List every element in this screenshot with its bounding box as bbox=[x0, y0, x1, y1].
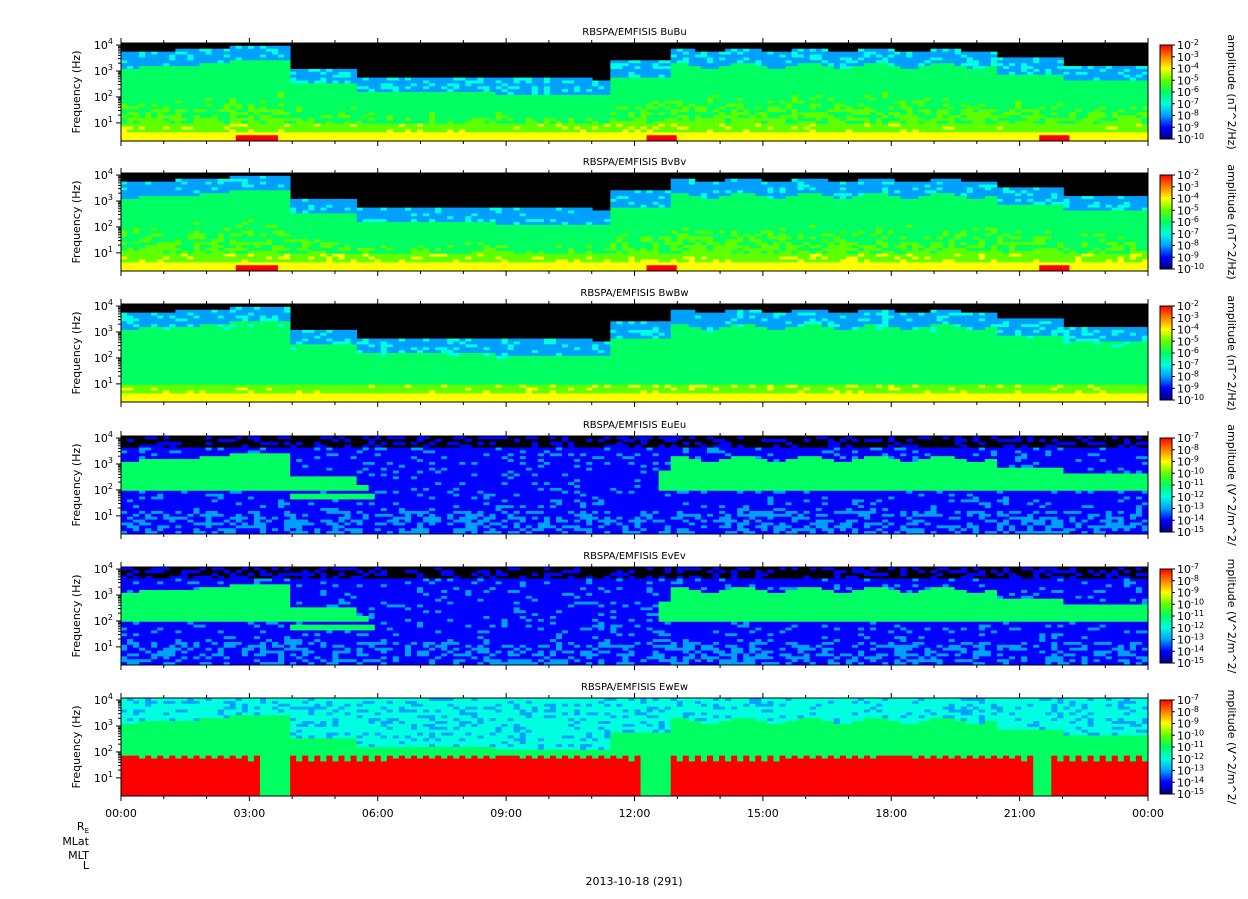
y-tick-label: 101 bbox=[94, 115, 113, 130]
x-tick-label: 00:00 bbox=[1132, 807, 1164, 820]
spectrogram-image bbox=[121, 304, 1148, 402]
y-tick-label: 103 bbox=[94, 193, 113, 208]
x-tick-label: 18:00 bbox=[875, 807, 907, 820]
y-axis-label: Frequency (Hz) bbox=[70, 575, 83, 658]
x-tick-label: 03:00 bbox=[234, 807, 266, 820]
orbit-label: RE bbox=[77, 820, 89, 835]
panel-5: RBSPA/EMFISIS EvEv 101 102 103 104 Frequency … bbox=[70, 551, 1238, 674]
y-tick-label: 103 bbox=[94, 718, 113, 733]
colorbar: 10-710-810-910-1010-1110-1210-1310-1410-… bbox=[1160, 424, 1238, 546]
y-axis-label: Frequency (Hz) bbox=[70, 181, 83, 264]
y-tick-label: 102 bbox=[94, 89, 113, 104]
y-tick-label: 102 bbox=[94, 613, 113, 628]
y-axis-label: Frequency (Hz) bbox=[70, 51, 83, 134]
panel-title: RBSPA/EMFISIS BvBv bbox=[583, 157, 687, 168]
spectrogram-image bbox=[121, 436, 1148, 534]
colorbar-label: mplitude (V^2/m^2/ bbox=[1225, 559, 1238, 674]
spectrogram-image bbox=[121, 43, 1148, 141]
colorbar-label: amplitude (nT^2/Hz) bbox=[1225, 34, 1238, 149]
y-axis-label: Frequency (Hz) bbox=[70, 706, 83, 789]
date-label: 2013-10-18 (291) bbox=[585, 875, 682, 888]
colorbar-label: mplitude (V^2/m^2/ bbox=[1225, 690, 1238, 805]
colorbar-tick-label: 10-15 bbox=[1177, 525, 1204, 539]
x-tick-label: 00:00 bbox=[105, 807, 137, 820]
y-tick-label: 101 bbox=[94, 245, 113, 260]
y-tick-label: 102 bbox=[94, 350, 113, 365]
panel-3: RBSPA/EMFISIS BwBw 101 102 103 104 Frequency … bbox=[70, 288, 1238, 411]
colorbar: 10-710-810-910-1010-1110-1210-1310-1410-… bbox=[1160, 559, 1238, 674]
y-tick-label: 104 bbox=[94, 430, 113, 445]
y-tick-label: 104 bbox=[94, 37, 113, 52]
x-tick-label: 21:00 bbox=[1004, 807, 1036, 820]
y-tick-label: 102 bbox=[94, 744, 113, 759]
spectrogram-image bbox=[121, 567, 1148, 665]
y-tick-label: 104 bbox=[94, 167, 113, 182]
colorbar: 10-210-310-410-510-610-710-810-910-10 amp… bbox=[1160, 295, 1238, 410]
colorbar-label: amplitude (V^2/m^2/ bbox=[1225, 424, 1238, 546]
spectrogram-image bbox=[121, 173, 1148, 271]
y-tick-label: 101 bbox=[94, 508, 113, 523]
y-tick-label: 101 bbox=[94, 770, 113, 785]
panel-2: RBSPA/EMFISIS BvBv 101 102 103 104 Frequency … bbox=[70, 157, 1238, 280]
x-tick-label: 12:00 bbox=[619, 807, 651, 820]
colorbar-tick-label: 10-10 bbox=[1177, 132, 1204, 146]
x-tick-label: 06:00 bbox=[362, 807, 394, 820]
colorbar-tick-label: 10-10 bbox=[1177, 393, 1204, 407]
panel-4: RBSPA/EMFISIS EuEu 101 102 103 104 Frequency … bbox=[70, 420, 1238, 546]
orbit-label: MLat bbox=[62, 835, 89, 848]
y-tick-label: 102 bbox=[94, 219, 113, 234]
colorbar-tick-label: 10-15 bbox=[1177, 787, 1204, 801]
y-tick-label: 103 bbox=[94, 63, 113, 78]
x-tick-label: 09:00 bbox=[490, 807, 522, 820]
panel-title: RBSPA/EMFISIS BwBw bbox=[580, 288, 688, 299]
y-axis-label: Frequency (Hz) bbox=[70, 312, 83, 395]
y-tick-label: 103 bbox=[94, 324, 113, 339]
orbit-label: L bbox=[83, 859, 90, 872]
panel-stack: RBSPA/EMFISIS BuBu 101 102 103 104 Frequency … bbox=[70, 27, 1238, 805]
panel-title: RBSPA/EMFISIS EvEv bbox=[583, 551, 686, 562]
bottom-time-axis: 00:00 03:00 06:00 09:00 12:00 15:00 18:00 21:00… bbox=[105, 807, 1164, 820]
colorbar: 10-710-810-910-1010-1110-1210-1310-1410-… bbox=[1160, 690, 1238, 805]
panel-title: RBSPA/EMFISIS EwEw bbox=[581, 682, 688, 693]
y-tick-label: 101 bbox=[94, 639, 113, 654]
panel-6: RBSPA/EMFISIS EwEw 101 102 103 104 Frequency … bbox=[70, 682, 1238, 805]
x-tick-label: 15:00 bbox=[747, 807, 779, 820]
y-tick-label: 104 bbox=[94, 692, 113, 707]
colorbar: 10-210-310-410-510-610-710-810-910-10 amp… bbox=[1160, 34, 1238, 149]
colorbar-label: amplitude (nT^2/Hz) bbox=[1225, 295, 1238, 410]
panel-1: RBSPA/EMFISIS BuBu 101 102 103 104 Frequency … bbox=[70, 27, 1238, 150]
panel-title: RBSPA/EMFISIS EuEu bbox=[583, 420, 686, 431]
colorbar-tick-label: 10-15 bbox=[1177, 656, 1204, 670]
y-tick-label: 102 bbox=[94, 482, 113, 497]
colorbar-label: amplitude (nT^2/Hz) bbox=[1225, 164, 1238, 279]
y-tick-label: 104 bbox=[94, 561, 113, 576]
y-tick-label: 103 bbox=[94, 456, 113, 471]
spectrogram-image bbox=[121, 698, 1148, 796]
colorbar-tick-label: 10-10 bbox=[1177, 262, 1204, 276]
y-tick-label: 101 bbox=[94, 376, 113, 391]
panel-title: RBSPA/EMFISIS BuBu bbox=[582, 27, 686, 38]
colorbar: 10-210-310-410-510-610-710-810-910-10 amp… bbox=[1160, 164, 1238, 279]
y-tick-label: 104 bbox=[94, 298, 113, 313]
y-tick-label: 103 bbox=[94, 587, 113, 602]
y-axis-label: Frequency (Hz) bbox=[70, 444, 83, 527]
